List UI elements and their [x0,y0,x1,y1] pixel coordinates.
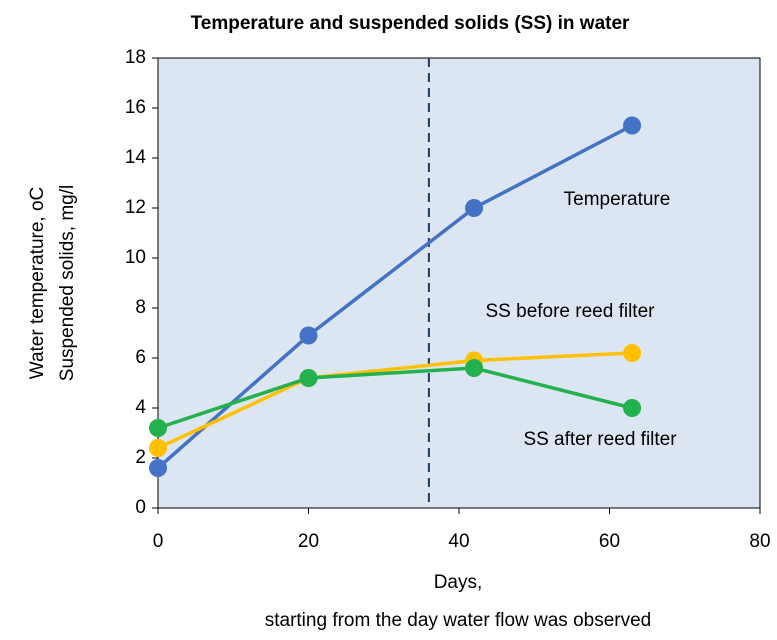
point [623,344,642,362]
y-tick-label: 6 [135,347,146,368]
y-tick-label: 8 [135,297,146,318]
point [299,326,318,345]
x-tick-label: 40 [448,531,469,552]
point [465,359,484,377]
line [157,351,633,450]
series-label: Temperature [564,189,671,210]
series-label: SS after reed filter [523,429,677,450]
y-tick-label: 4 [135,397,146,418]
y-tick-label: 2 [135,447,146,468]
x-axis-label: Days, [434,572,483,593]
point [623,116,642,135]
series-label: SS before reed filter [486,301,656,322]
y-tick-label: 14 [125,147,147,168]
line [157,366,633,430]
point [299,369,318,387]
point [465,199,484,217]
y-tick-label: 18 [125,47,146,68]
x-tick-label: 60 [599,531,620,552]
point [149,419,167,437]
plot-area [157,57,761,509]
y-axis-label: Water temperature, oC [27,187,48,380]
point [149,459,167,477]
x-axis-label: starting from the day water flow was obs… [265,610,652,631]
point [149,439,167,457]
x-tick-label: 0 [153,531,164,552]
chart-title: Temperature and suspended solids (SS) in… [191,13,630,34]
y-tick-label: 0 [135,497,146,518]
y-tick-label: 16 [125,97,146,118]
point [623,399,642,417]
y-tick-label: 10 [125,247,146,268]
y-axis-label: Suspended solids, mg/l [57,185,78,381]
x-tick-label: 20 [298,531,319,552]
x-tick-label: 80 [749,531,770,552]
y-tick-label: 12 [125,197,146,218]
